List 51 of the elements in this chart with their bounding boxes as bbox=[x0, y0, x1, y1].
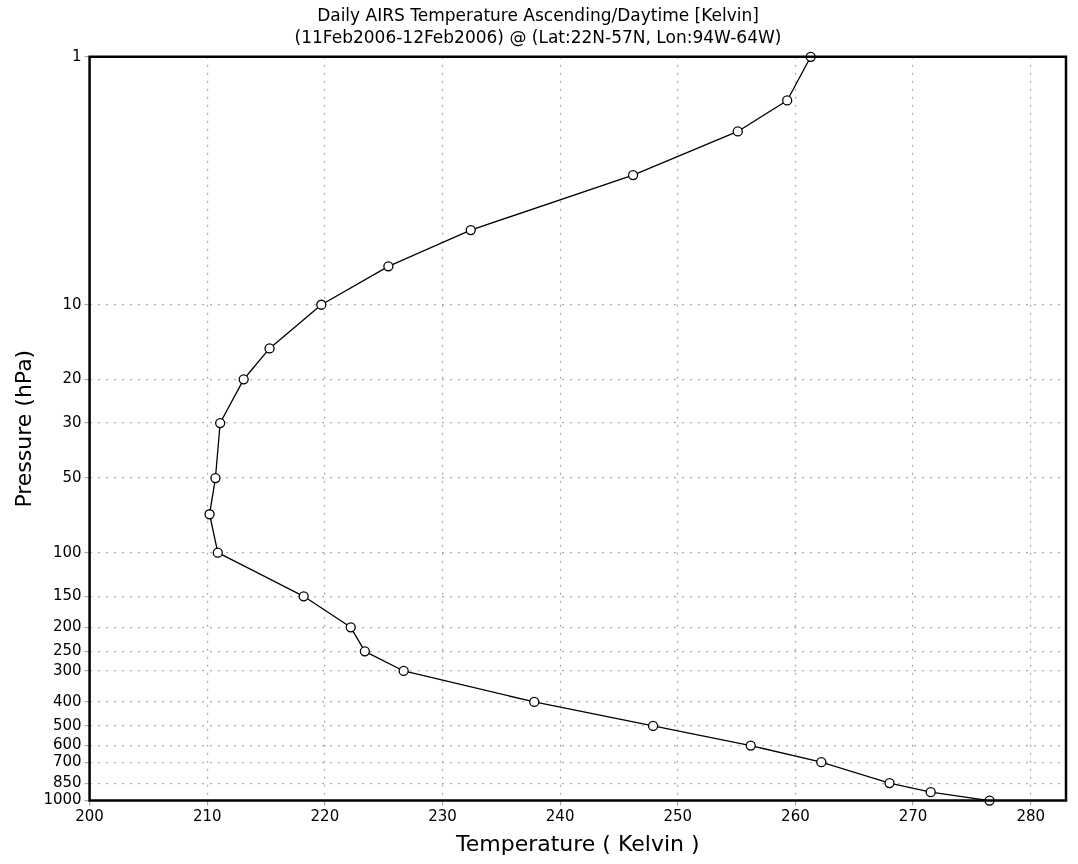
x-tick-label: 250 bbox=[663, 807, 693, 826]
y-tick-label: 600 bbox=[52, 735, 82, 754]
y-tick-label: 200 bbox=[52, 617, 82, 636]
y-tick-label: 10 bbox=[62, 294, 82, 313]
y-tick-label: 1 bbox=[72, 46, 82, 65]
y-tick-label: 100 bbox=[52, 542, 82, 561]
y-tick-label: 500 bbox=[52, 715, 82, 734]
point bbox=[264, 343, 275, 354]
point bbox=[345, 622, 356, 633]
y-tick-label: 1000 bbox=[43, 790, 82, 809]
x-axis-title: Temperature ( Kelvin ) bbox=[455, 830, 700, 856]
point bbox=[210, 472, 221, 484]
point bbox=[782, 95, 793, 106]
x-tick-label: 230 bbox=[428, 807, 457, 826]
point bbox=[359, 646, 371, 657]
point bbox=[647, 720, 659, 732]
x-tick-label: 270 bbox=[898, 807, 928, 826]
point bbox=[816, 757, 827, 768]
y-tick-label: 30 bbox=[62, 412, 82, 431]
point bbox=[212, 547, 223, 558]
point bbox=[204, 509, 215, 520]
point bbox=[383, 261, 394, 272]
point bbox=[465, 224, 476, 236]
y-tick-label: 250 bbox=[52, 641, 82, 660]
point bbox=[298, 591, 309, 602]
y-tick-label: 20 bbox=[62, 369, 82, 388]
y-tick-label: 300 bbox=[52, 660, 82, 679]
x-tick-label: 240 bbox=[545, 807, 575, 826]
y-tick-label: 700 bbox=[52, 752, 82, 771]
x-tick-label: 210 bbox=[192, 807, 222, 826]
point bbox=[627, 169, 639, 181]
x-tick-label: 220 bbox=[310, 807, 340, 826]
point bbox=[925, 787, 936, 798]
chart-subtitle: (11Feb2006-12Feb2006) @ (Lat:22N-57N, Lon:94W-64W) bbox=[294, 27, 782, 48]
point bbox=[732, 126, 743, 137]
point bbox=[529, 696, 540, 708]
point bbox=[884, 777, 895, 789]
point bbox=[238, 374, 249, 385]
y-tick-label: 50 bbox=[62, 467, 82, 486]
y-tick-label: 150 bbox=[52, 586, 82, 605]
y-tick-label: 400 bbox=[52, 691, 82, 710]
x-tick-label: 260 bbox=[781, 807, 810, 826]
point bbox=[745, 740, 756, 751]
y-axis-title: Pressure (hPa) bbox=[10, 349, 36, 508]
point bbox=[398, 665, 409, 677]
point bbox=[316, 299, 327, 310]
point bbox=[215, 417, 226, 429]
y-tick-label: 850 bbox=[52, 772, 82, 791]
x-tick-label: 200 bbox=[75, 807, 104, 826]
x-tick-label: 280 bbox=[1016, 807, 1046, 826]
chart-title: Daily AIRS Temperature Ascending/Daytime [Kelvin] bbox=[317, 4, 759, 25]
